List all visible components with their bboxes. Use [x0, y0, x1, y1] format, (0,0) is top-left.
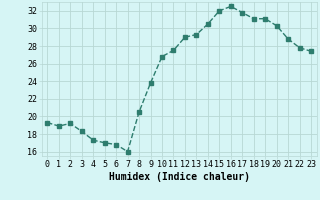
- X-axis label: Humidex (Indice chaleur): Humidex (Indice chaleur): [109, 172, 250, 182]
